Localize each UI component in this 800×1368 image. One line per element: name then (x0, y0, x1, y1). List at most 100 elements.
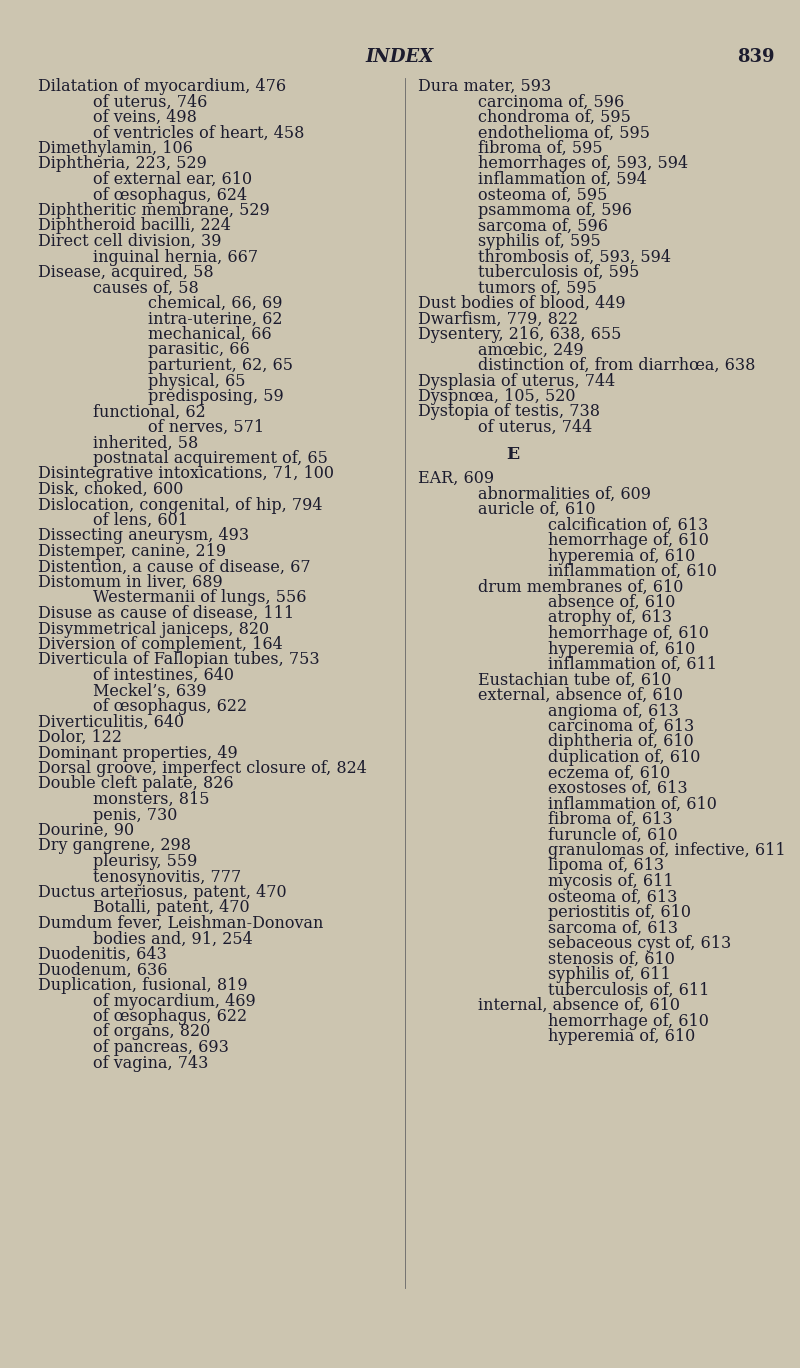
Text: eczema of, 610: eczema of, 610 (548, 765, 670, 781)
Text: fibroma of, 595: fibroma of, 595 (478, 140, 602, 157)
Text: hyperemia of, 610: hyperemia of, 610 (548, 1027, 695, 1045)
Text: syphilis of, 595: syphilis of, 595 (478, 233, 601, 250)
Text: parturient, 62, 65: parturient, 62, 65 (148, 357, 293, 373)
Text: of myocardium, 469: of myocardium, 469 (93, 993, 256, 1010)
Text: Diphtheria, 223, 529: Diphtheria, 223, 529 (38, 156, 207, 172)
Text: distinction of, from diarrhœa, 638: distinction of, from diarrhœa, 638 (478, 357, 755, 373)
Text: chondroma of, 595: chondroma of, 595 (478, 109, 631, 126)
Text: carcinoma of, 596: carcinoma of, 596 (478, 93, 624, 111)
Text: diphtheria of, 610: diphtheria of, 610 (548, 733, 694, 751)
Text: Diversion of complement, 164: Diversion of complement, 164 (38, 636, 282, 653)
Text: Dilatation of myocardium, 476: Dilatation of myocardium, 476 (38, 78, 286, 94)
Text: Direct cell division, 39: Direct cell division, 39 (38, 233, 222, 250)
Text: postnatal acquirement of, 65: postnatal acquirement of, 65 (93, 450, 328, 466)
Text: Dysentery, 216, 638, 655: Dysentery, 216, 638, 655 (418, 326, 622, 343)
Text: exostoses of, 613: exostoses of, 613 (548, 780, 688, 798)
Text: furuncle of, 610: furuncle of, 610 (548, 826, 678, 844)
Text: EAR, 609: EAR, 609 (418, 471, 494, 487)
Text: E: E (506, 446, 519, 464)
Text: of œsophagus, 622: of œsophagus, 622 (93, 698, 247, 715)
Text: thrombosis of, 593, 594: thrombosis of, 593, 594 (478, 249, 671, 265)
Text: internal, absence of, 610: internal, absence of, 610 (478, 997, 680, 1014)
Text: of œsophagus, 622: of œsophagus, 622 (93, 1008, 247, 1025)
Text: Westermanii of lungs, 556: Westermanii of lungs, 556 (93, 590, 306, 606)
Text: 839: 839 (738, 48, 775, 66)
Text: functional, 62: functional, 62 (93, 404, 206, 420)
Text: Eustachian tube of, 610: Eustachian tube of, 610 (478, 672, 671, 688)
Text: mechanical, 66: mechanical, 66 (148, 326, 272, 343)
Text: Distemper, canine, 219: Distemper, canine, 219 (38, 543, 226, 560)
Text: tenosynovitis, 777: tenosynovitis, 777 (93, 869, 242, 885)
Text: of nerves, 571: of nerves, 571 (148, 419, 264, 436)
Text: Duodenitis, 643: Duodenitis, 643 (38, 947, 166, 963)
Text: Dysplasia of uterus, 744: Dysplasia of uterus, 744 (418, 372, 615, 390)
Text: of lens, 601: of lens, 601 (93, 512, 188, 529)
Text: sebaceous cyst of, 613: sebaceous cyst of, 613 (548, 934, 731, 952)
Text: abnormalities of, 609: abnormalities of, 609 (478, 486, 651, 502)
Text: pleurisy, 559: pleurisy, 559 (93, 854, 198, 870)
Text: Diverticulitis, 640: Diverticulitis, 640 (38, 714, 184, 731)
Text: psammoma of, 596: psammoma of, 596 (478, 202, 632, 219)
Text: of œsophagus, 624: of œsophagus, 624 (93, 186, 247, 204)
Text: Botalli, patent, 470: Botalli, patent, 470 (93, 900, 250, 917)
Text: granulomas of, infective, 611: granulomas of, infective, 611 (548, 841, 786, 859)
Text: INDEX: INDEX (366, 48, 434, 66)
Text: calcification of, 613: calcification of, 613 (548, 517, 708, 534)
Text: Disintegrative intoxications, 71, 100: Disintegrative intoxications, 71, 100 (38, 465, 334, 483)
Text: duplication of, 610: duplication of, 610 (548, 750, 700, 766)
Text: Dorsal groove, imperfect closure of, 824: Dorsal groove, imperfect closure of, 824 (38, 761, 367, 777)
Text: drum membranes of, 610: drum membranes of, 610 (478, 579, 683, 595)
Text: Distention, a cause of disease, 67: Distention, a cause of disease, 67 (38, 558, 310, 576)
Text: chemical, 66, 69: chemical, 66, 69 (148, 295, 282, 312)
Text: external, absence of, 610: external, absence of, 610 (478, 687, 683, 705)
Text: tuberculosis of, 611: tuberculosis of, 611 (548, 981, 710, 999)
Text: osteoma of, 613: osteoma of, 613 (548, 888, 678, 906)
Text: auricle of, 610: auricle of, 610 (478, 501, 595, 518)
Text: of pancreas, 693: of pancreas, 693 (93, 1040, 229, 1056)
Text: predisposing, 59: predisposing, 59 (148, 389, 284, 405)
Text: Dominant properties, 49: Dominant properties, 49 (38, 744, 238, 762)
Text: hyperemia of, 610: hyperemia of, 610 (548, 640, 695, 658)
Text: Disk, choked, 600: Disk, choked, 600 (38, 482, 183, 498)
Text: physical, 65: physical, 65 (148, 372, 246, 390)
Text: mycosis of, 611: mycosis of, 611 (548, 873, 674, 891)
Text: Dust bodies of blood, 449: Dust bodies of blood, 449 (418, 295, 626, 312)
Text: absence of, 610: absence of, 610 (548, 594, 675, 611)
Text: inflammation of, 610: inflammation of, 610 (548, 564, 717, 580)
Text: Disuse as cause of disease, 111: Disuse as cause of disease, 111 (38, 605, 294, 622)
Text: of ventricles of heart, 458: of ventricles of heart, 458 (93, 124, 304, 141)
Text: Duplication, fusional, 819: Duplication, fusional, 819 (38, 977, 248, 995)
Text: hemorrhage of, 610: hemorrhage of, 610 (548, 625, 709, 642)
Text: Dolor, 122: Dolor, 122 (38, 729, 122, 746)
Text: Distomum in liver, 689: Distomum in liver, 689 (38, 575, 222, 591)
Text: inflammation of, 594: inflammation of, 594 (478, 171, 647, 187)
Text: fibroma of, 613: fibroma of, 613 (548, 811, 673, 828)
Text: tuberculosis of, 595: tuberculosis of, 595 (478, 264, 639, 280)
Text: Dislocation, congenital, of hip, 794: Dislocation, congenital, of hip, 794 (38, 497, 322, 513)
Text: Diverticula of Fallopian tubes, 753: Diverticula of Fallopian tubes, 753 (38, 651, 320, 669)
Text: penis, 730: penis, 730 (93, 807, 178, 824)
Text: inflammation of, 610: inflammation of, 610 (548, 796, 717, 813)
Text: intra-uterine, 62: intra-uterine, 62 (148, 311, 282, 327)
Text: of veins, 498: of veins, 498 (93, 109, 197, 126)
Text: Disymmetrical janiceps, 820: Disymmetrical janiceps, 820 (38, 621, 269, 637)
Text: angioma of, 613: angioma of, 613 (548, 703, 678, 720)
Text: of uterus, 744: of uterus, 744 (478, 419, 592, 436)
Text: of external ear, 610: of external ear, 610 (93, 171, 252, 187)
Text: of vagina, 743: of vagina, 743 (93, 1055, 208, 1071)
Text: periostitis of, 610: periostitis of, 610 (548, 904, 691, 921)
Text: inherited, 58: inherited, 58 (93, 435, 198, 451)
Text: Dwarfism, 779, 822: Dwarfism, 779, 822 (418, 311, 578, 327)
Text: Dissecting aneurysm, 493: Dissecting aneurysm, 493 (38, 528, 249, 544)
Text: carcinoma of, 613: carcinoma of, 613 (548, 718, 694, 735)
Text: Dourine, 90: Dourine, 90 (38, 822, 134, 839)
Text: of organs, 820: of organs, 820 (93, 1023, 210, 1041)
Text: tumors of, 595: tumors of, 595 (478, 279, 597, 297)
Text: Dystopia of testis, 738: Dystopia of testis, 738 (418, 404, 600, 420)
Text: amœbic, 249: amœbic, 249 (478, 342, 584, 358)
Text: Dura mater, 593: Dura mater, 593 (418, 78, 551, 94)
Text: Dimethylamin, 106: Dimethylamin, 106 (38, 140, 193, 157)
Text: Dry gangrene, 298: Dry gangrene, 298 (38, 837, 191, 855)
Text: Ductus arteriosus, patent, 470: Ductus arteriosus, patent, 470 (38, 884, 286, 902)
Text: osteoma of, 595: osteoma of, 595 (478, 186, 607, 204)
